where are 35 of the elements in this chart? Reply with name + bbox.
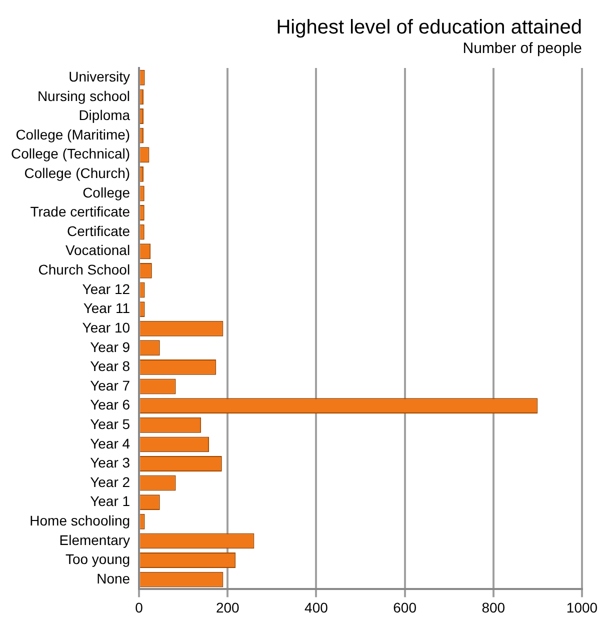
y-tick-label: Year 6 xyxy=(90,396,130,413)
y-tick-label: Year 12 xyxy=(82,280,130,297)
y-tick-label: University xyxy=(68,68,130,85)
y-tick-label: Diploma xyxy=(78,107,130,124)
y-tick-label: Vocational xyxy=(65,242,130,258)
x-tick-label: 1000 xyxy=(566,599,598,616)
x-tick-label: 600 xyxy=(393,599,417,616)
y-tick-label: Year 11 xyxy=(83,300,130,316)
y-tick-label: Trade certificate xyxy=(30,204,130,220)
y-tick-label: Year 4 xyxy=(90,435,130,452)
y-tick-label: None xyxy=(96,570,130,586)
y-tick-label: Year 10 xyxy=(82,319,130,336)
y-tick-label: College (Technical) xyxy=(10,146,130,162)
y-tick-label: Nursing school xyxy=(37,88,130,104)
x-tick-label: 800 xyxy=(482,599,506,616)
y-tick-label: Year 2 xyxy=(90,474,130,490)
x-tick-label: 0 xyxy=(135,599,144,616)
y-tick-label: College (Church) xyxy=(24,165,130,182)
y-tick-label: Year 3 xyxy=(90,454,130,471)
y-tick-label: Elementary xyxy=(59,532,130,548)
x-tick-label: 400 xyxy=(304,599,328,616)
y-tick-label: Year 8 xyxy=(90,358,130,374)
y-tick-label: Certificate xyxy=(67,222,130,239)
x-tick-label: 200 xyxy=(216,599,240,616)
y-tick-label: Too young xyxy=(65,551,130,568)
y-tick-label: Year 1 xyxy=(90,493,130,510)
y-tick-label: Church School xyxy=(38,262,130,278)
y-tick-label: Year 5 xyxy=(90,416,130,432)
y-tick-label: Year 7 xyxy=(90,377,130,394)
chart-title: Highest level of education attained xyxy=(276,16,582,39)
y-tick-label: College xyxy=(82,184,130,200)
y-tick-label: College (Maritime) xyxy=(16,126,130,142)
y-tick-label: Year 9 xyxy=(90,338,130,355)
chart-subtitle: Number of people xyxy=(462,40,582,58)
y-tick-label: Home schooling xyxy=(30,512,130,528)
